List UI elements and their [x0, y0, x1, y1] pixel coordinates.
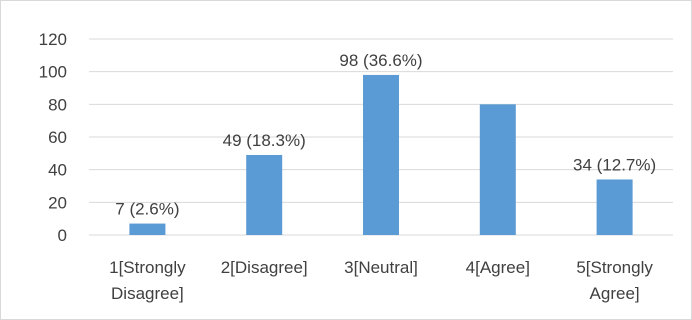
bar — [479, 104, 516, 235]
y-tick-label: 100 — [39, 63, 67, 82]
y-tick-label: 20 — [48, 193, 67, 212]
bar — [363, 74, 399, 235]
data-label: 34 (12.7%) — [573, 155, 656, 174]
bar — [246, 154, 283, 235]
bars — [129, 74, 633, 235]
x-tick-label: 2[Disagree] — [221, 258, 308, 277]
x-tick-label: 1[Strongly — [109, 258, 186, 277]
x-tick-label: Agree] — [590, 284, 640, 303]
x-axis-ticks: 1[Strongly Disagree] 2[Disagree] 3[Neutral]… — [109, 258, 653, 303]
data-labels: 7 (2.6%) 49 (18.3%) 98 (36.6%) 34 (12.7%) — [115, 51, 656, 219]
data-label: 98 (36.6%) — [339, 51, 422, 70]
y-tick-label: 120 — [39, 30, 67, 49]
data-label: 7 (2.6%) — [115, 200, 179, 219]
x-tick-label: 3[Neutral] — [344, 258, 418, 277]
y-tick-label: 80 — [48, 95, 67, 114]
bar — [596, 179, 633, 235]
y-tick-label: 40 — [48, 161, 67, 180]
y-tick-label: 60 — [48, 128, 67, 147]
y-tick-label: 0 — [58, 226, 67, 245]
y-axis-ticks: 0 20 40 60 80 100 120 — [39, 30, 67, 245]
data-label: 49 (18.3%) — [223, 131, 306, 150]
x-tick-label: Disagree] — [111, 284, 184, 303]
bar — [129, 223, 166, 235]
x-tick-label: 4[Agree] — [466, 258, 530, 277]
x-tick-label: 5[Strongly — [576, 258, 653, 277]
